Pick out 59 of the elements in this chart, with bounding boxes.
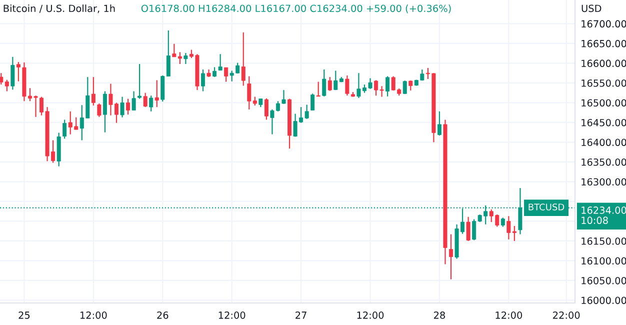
candlestick xyxy=(97,102,102,118)
x-tick-label: 27 xyxy=(296,312,306,319)
candlestick xyxy=(102,90,107,133)
candlestick xyxy=(218,54,222,71)
x-tick-label: 12:00 xyxy=(357,312,384,319)
candlestick xyxy=(143,92,148,108)
candlestick xyxy=(132,90,136,111)
x-tick-label: 12:00 xyxy=(496,312,522,319)
candlestick xyxy=(437,110,442,136)
candlestick xyxy=(149,95,154,112)
x-tick-label: 12:00 xyxy=(218,312,246,319)
candlestick xyxy=(184,52,188,65)
candlestick xyxy=(408,80,413,92)
candlestick xyxy=(316,81,320,97)
candlestick xyxy=(224,67,228,82)
ref-line-label: BTCUSD xyxy=(528,204,564,210)
y-tick-label: 16600.00 xyxy=(582,60,626,68)
candlestick xyxy=(201,68,206,92)
candlestick xyxy=(402,80,407,95)
y-tick-label: 16550.00 xyxy=(582,79,626,87)
y-tick-label: 16350.00 xyxy=(582,158,626,166)
x-tick-label: 28 xyxy=(434,312,445,319)
candlestick xyxy=(449,234,453,280)
y-tick-label: 16300.00 xyxy=(582,178,626,186)
y-tick-label: 16650.00 xyxy=(582,40,626,48)
candlestick xyxy=(10,56,15,90)
candlestick xyxy=(154,80,159,108)
candlestick xyxy=(264,98,268,120)
x-tick-label: 26 xyxy=(157,312,168,319)
y-tick-label: 16000.00 xyxy=(582,296,626,304)
candlestick xyxy=(466,216,470,242)
candlestick xyxy=(345,74,350,96)
x-tick-label: 22:00 xyxy=(553,312,580,319)
x-tick-label: 12:00 xyxy=(80,312,107,319)
y-tick-label: 16450.00 xyxy=(582,118,626,126)
y-tick-label: 16400.00 xyxy=(582,138,626,146)
candlestick xyxy=(310,93,315,111)
chart-subtitle: O16178.00 H16284.00 L16167.00 C16234.00 +59.00 (+0.36%) xyxy=(141,4,451,14)
candlestick xyxy=(328,76,332,92)
candlestick xyxy=(91,76,96,106)
y-tick-label: 16150.00 xyxy=(582,237,626,245)
candlestick xyxy=(386,76,390,97)
y-axis-title: USD xyxy=(582,4,602,12)
candlestick xyxy=(322,68,326,97)
text: 10:08 xyxy=(582,216,608,224)
candlestick xyxy=(138,63,142,100)
chart-title: Bitcoin / U.S. Dollar, 1h xyxy=(4,4,115,14)
x-tick-label: 25 xyxy=(18,312,30,319)
candlestick xyxy=(62,119,67,140)
text: 16234.00 xyxy=(582,206,626,214)
candlestick xyxy=(500,217,505,228)
y-tick-label: 16700.00 xyxy=(582,20,626,28)
y-tick-label: 16500.00 xyxy=(582,99,626,107)
candlestick xyxy=(212,66,217,78)
candlestick xyxy=(126,98,130,116)
candlestick xyxy=(241,32,246,86)
candlestick xyxy=(120,96,124,118)
y-tick-label: 16100.00 xyxy=(582,257,626,265)
y-tick-label: 16050.00 xyxy=(582,276,626,284)
